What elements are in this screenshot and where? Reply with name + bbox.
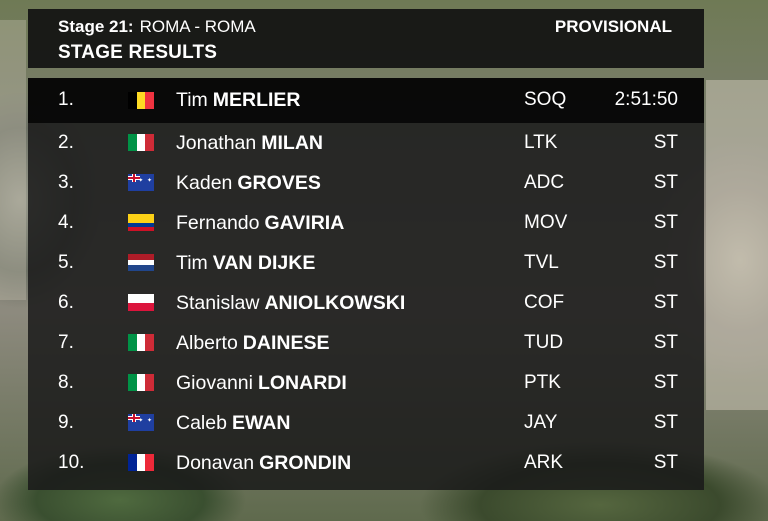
rider-first-name: Stanislaw [176, 292, 260, 314]
poland-flag [128, 294, 154, 311]
finish-time: ST [653, 252, 678, 273]
finish-time: ST [653, 332, 678, 353]
results-header: Stage 21: ROMA - ROMA STAGE RESULTS PROVI… [28, 9, 704, 68]
team-code: ARK [524, 452, 564, 473]
rank: 7. [58, 332, 74, 353]
rider-last-name: GRONDIN [259, 452, 352, 474]
background-aerial-city [706, 80, 768, 410]
page-title: STAGE RESULTS [58, 42, 218, 63]
finish-time: ST [653, 372, 678, 393]
rider-first-name: Fernando [176, 212, 260, 234]
belgium-flag [128, 92, 154, 109]
rider-last-name: LONARDI [257, 372, 347, 394]
table-row: 4. Fernando GAVIRIA MOV ST [28, 198, 704, 238]
team-code: TVL [524, 252, 559, 273]
rank: 2. [58, 132, 74, 153]
finish-time: ST [653, 412, 678, 433]
finish-time: ST [653, 452, 678, 473]
team-code: TUD [524, 332, 564, 353]
australia-flag [128, 414, 154, 431]
rank: 5. [58, 252, 74, 273]
rider-last-name: DAINESE [242, 332, 330, 354]
rider-first-name: Tim [176, 89, 208, 111]
rider-last-name: ANIOLKOWSKI [264, 292, 406, 314]
rider-name: Kaden GROVES [176, 158, 321, 208]
stage-number: Stage 21: [58, 17, 134, 36]
team-code: ADC [524, 172, 565, 193]
italy-flag [128, 334, 154, 351]
table-row: 7. Alberto DAINESE TUD ST [28, 318, 704, 358]
rank: 8. [58, 372, 74, 393]
finish-time: ST [653, 212, 678, 233]
table-row: 10. Donavan GRONDIN ARK ST [28, 438, 704, 478]
rider-first-name: Kaden [176, 172, 233, 194]
rider-name: Tim VAN DIJKE [176, 238, 315, 288]
rider-first-name: Caleb [176, 412, 227, 434]
finish-time: ST [653, 292, 678, 313]
rider-name: Fernando GAVIRIA [176, 198, 344, 248]
rider-name: Jonathan MILAN [176, 118, 323, 168]
rank: 6. [58, 292, 74, 313]
rider-last-name: MERLIER [212, 89, 301, 111]
rider-name: Alberto DAINESE [176, 318, 329, 368]
table-row: 1. Tim MERLIER SOQ 2:51:50 [28, 78, 704, 123]
status-badge: PROVISIONAL [554, 17, 672, 36]
rank: 3. [58, 172, 74, 193]
finish-time: ST [653, 132, 678, 153]
rider-name: Donavan GRONDIN [176, 438, 351, 488]
table-row: 8. Giovanni LONARDI PTK ST [28, 358, 704, 398]
team-code: MOV [524, 212, 568, 233]
rider-last-name: EWAN [231, 412, 291, 434]
rider-name: Stanislaw ANIOLKOWSKI [176, 278, 405, 328]
stage-label: Stage 21: ROMA - ROMA [58, 16, 256, 38]
team-code: LTK [524, 132, 558, 153]
rider-last-name: GAVIRIA [264, 212, 345, 234]
rider-first-name: Tim [176, 252, 208, 274]
team-code: SOQ [524, 89, 567, 110]
team-code: JAY [524, 412, 558, 433]
team-code: PTK [524, 372, 561, 393]
finish-time: ST [653, 172, 678, 193]
rider-first-name: Jonathan [176, 132, 257, 154]
table-row: 6. Stanislaw ANIOLKOWSKI COF ST [28, 278, 704, 318]
rider-name: Caleb EWAN [176, 398, 290, 448]
rider-first-name: Alberto [176, 332, 238, 354]
table-row: 5. Tim VAN DIJKE TVL ST [28, 238, 704, 278]
rider-first-name: Giovanni [176, 372, 253, 394]
rider-first-name: Donavan [176, 452, 255, 474]
rider-last-name: GROVES [237, 172, 321, 194]
rider-last-name: VAN DIJKE [212, 252, 316, 274]
australia-flag [128, 174, 154, 191]
rider-last-name: MILAN [261, 132, 323, 154]
rank: 10. [58, 452, 85, 473]
stage-route: ROMA - ROMA [139, 17, 256, 36]
rank: 1. [58, 89, 74, 110]
france-flag [128, 454, 154, 471]
team-code: COF [524, 292, 565, 313]
results-table: 1. Tim MERLIER SOQ 2:51:50 2. Jonathan MIL… [28, 78, 704, 490]
finish-time: 2:51:50 [614, 89, 678, 110]
netherlands-flag [128, 254, 154, 271]
rank: 9. [58, 412, 74, 433]
italy-flag [128, 134, 154, 151]
rider-name: Giovanni LONARDI [176, 358, 347, 408]
rank: 4. [58, 212, 74, 233]
italy-flag [128, 374, 154, 391]
rider-name: Tim MERLIER [176, 78, 301, 122]
colombia-flag [128, 214, 154, 231]
background-building-left [0, 20, 26, 300]
table-row: 2. Jonathan MILAN LTK ST [28, 118, 704, 158]
